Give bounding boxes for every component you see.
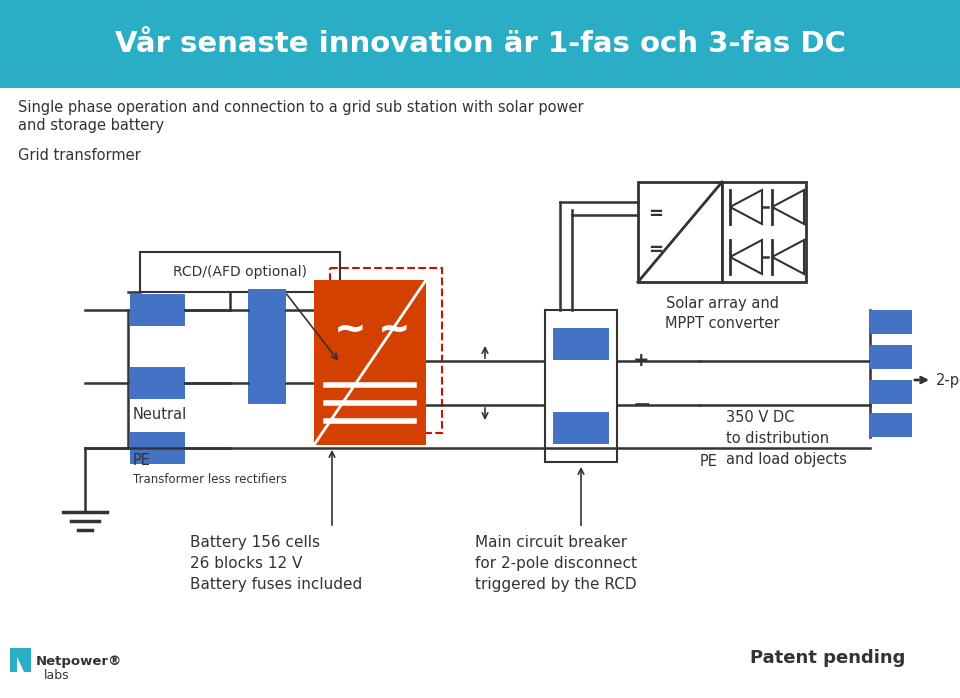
Text: Vår senaste innovation är 1-fas och 3-fas DC: Vår senaste innovation är 1-fas och 3-fa… — [114, 30, 846, 58]
Bar — [130, 432, 185, 464]
Text: Netpower®: Netpower® — [36, 655, 122, 668]
Text: and storage battery: and storage battery — [18, 118, 164, 133]
Text: RCD/(AFD optional): RCD/(AFD optional) — [173, 265, 307, 279]
Polygon shape — [772, 240, 804, 274]
Text: PE: PE — [133, 453, 151, 468]
Bar — [870, 345, 912, 369]
Bar — [545, 310, 617, 462]
Text: Grid transformer: Grid transformer — [18, 148, 141, 163]
Bar — [248, 289, 286, 404]
Bar — [870, 380, 912, 404]
Text: ~: ~ — [333, 311, 366, 349]
Text: Battery 156 cells
26 blocks 12 V
Battery fuses included: Battery 156 cells 26 blocks 12 V Battery… — [190, 535, 362, 592]
Text: Transformer less rectifiers: Transformer less rectifiers — [133, 473, 287, 486]
Text: +: + — [633, 352, 650, 371]
Bar — [330, 268, 442, 433]
Bar — [130, 294, 185, 326]
Bar — [638, 182, 722, 282]
Polygon shape — [772, 190, 804, 224]
Bar — [870, 413, 912, 437]
Bar — [553, 412, 609, 444]
Text: Solar array and
MPPT converter: Solar array and MPPT converter — [664, 296, 780, 331]
Bar — [722, 182, 806, 282]
Polygon shape — [10, 648, 31, 672]
Polygon shape — [730, 190, 762, 224]
Bar — [314, 280, 426, 445]
Text: Single phase operation and connection to a grid sub station with solar power: Single phase operation and connection to… — [18, 100, 584, 115]
Text: =: = — [649, 205, 663, 223]
Text: −: − — [633, 395, 652, 415]
Text: 350 V DC
to distribution
and load objects: 350 V DC to distribution and load object… — [726, 410, 847, 467]
Bar — [140, 252, 340, 292]
Text: labs: labs — [44, 669, 70, 682]
Text: =: = — [649, 241, 663, 259]
Text: Main circuit breaker
for 2-pole disconnect
triggered by the RCD: Main circuit breaker for 2-pole disconne… — [475, 535, 637, 592]
Bar — [130, 367, 185, 399]
Polygon shape — [730, 240, 762, 274]
Text: Neutral: Neutral — [133, 407, 187, 422]
Text: PE: PE — [700, 454, 718, 469]
Bar — [553, 328, 609, 360]
Bar — [0, 0, 960, 88]
Text: ~: ~ — [378, 311, 411, 349]
Bar — [870, 310, 912, 334]
Text: 2-pole: 2-pole — [936, 373, 960, 387]
Text: Patent pending: Patent pending — [750, 649, 905, 667]
